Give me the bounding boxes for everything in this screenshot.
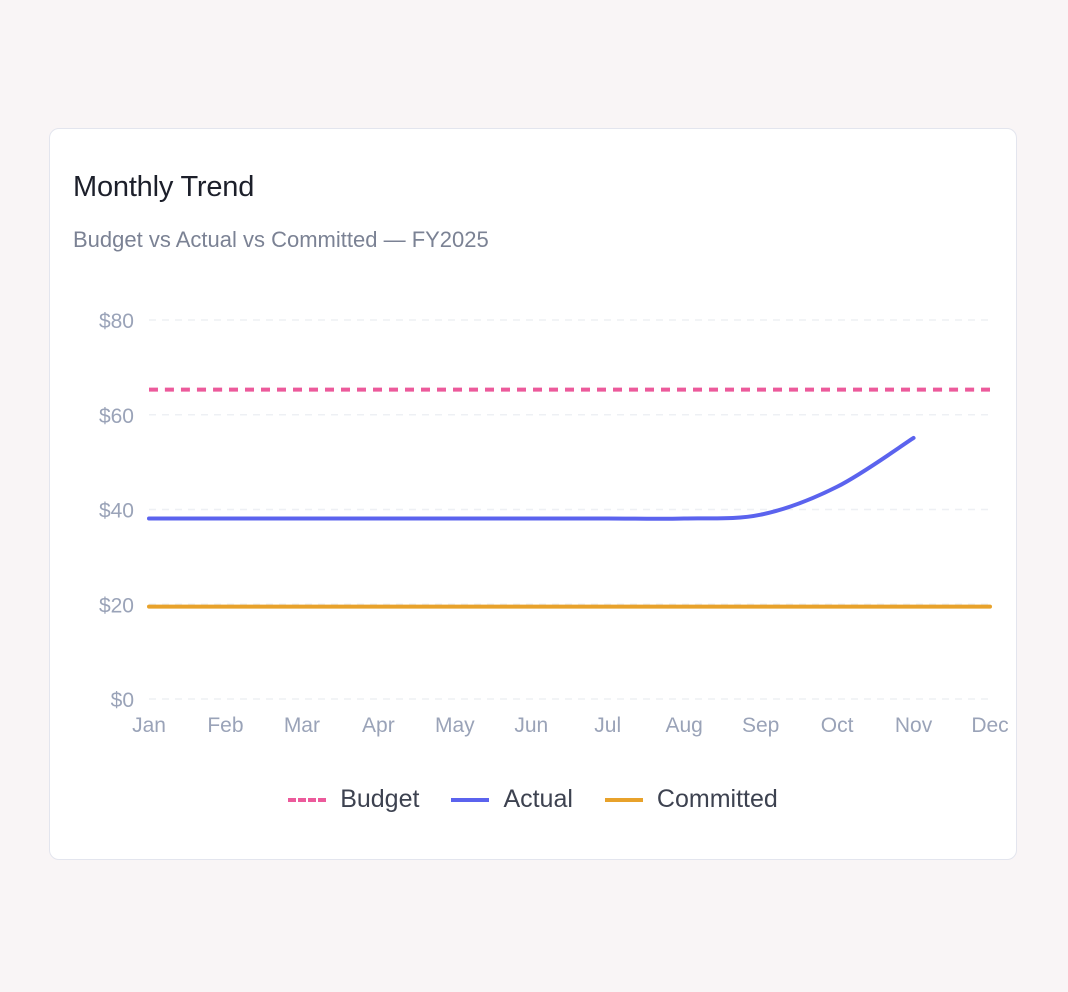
legend-label: Actual: [503, 785, 573, 813]
card-title: Monthly Trend: [73, 171, 255, 203]
x-tick-label: May: [435, 714, 475, 737]
legend-item-committed[interactable]: Committed: [604, 785, 778, 814]
x-tick-label: Dec: [971, 714, 1008, 737]
x-tick-label: Jul: [594, 714, 621, 737]
x-tick-label: Jun: [514, 714, 548, 737]
legend-label: Budget: [340, 785, 420, 813]
y-tick-label: $80: [99, 310, 134, 333]
series-line-actual: [147, 435, 916, 521]
x-tick-label: Sep: [742, 714, 779, 737]
legend-swatch: [288, 797, 327, 802]
chart-legend: Budget Actual Committed: [50, 785, 1016, 814]
x-tick-label: Feb: [207, 714, 243, 737]
y-tick-label: $40: [99, 500, 134, 523]
x-tick-label: Oct: [821, 714, 854, 737]
card-subtitle: Budget vs Actual vs Committed — FY2025: [73, 227, 489, 252]
y-tick-label: $60: [99, 405, 134, 428]
legend-label: Committed: [656, 785, 778, 813]
x-tick-label: Mar: [284, 714, 320, 737]
trend-chart: $0 $20 $40 $60 $80 Jan Feb Mar Apr May Jun Jul Aug Se…: [99, 310, 1009, 737]
y-tick-label: $20: [99, 594, 134, 617]
x-tick-label: Apr: [362, 714, 395, 737]
trend-card: Monthly Trend Budget vs Actual vs Commit…: [49, 128, 1017, 860]
legend-swatch: [604, 797, 643, 802]
legend-swatch: [451, 797, 490, 802]
legend-item-budget[interactable]: Budget: [288, 785, 419, 814]
y-tick-label: $0: [111, 689, 134, 712]
x-tick-label: Jan: [132, 714, 166, 737]
x-tick-label: Nov: [895, 714, 933, 737]
legend-item-actual[interactable]: Actual: [451, 785, 573, 814]
x-tick-label: Aug: [665, 714, 702, 737]
